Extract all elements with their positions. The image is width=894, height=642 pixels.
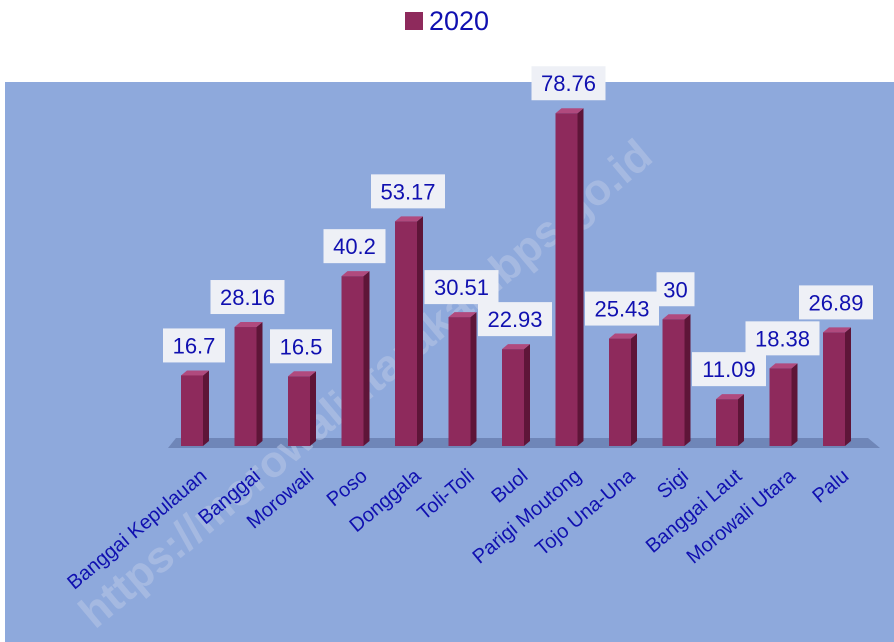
value-label-10: 11.09	[702, 357, 755, 382]
value-label-bg-2	[270, 329, 332, 364]
value-label-bg-6	[478, 302, 552, 337]
bar-10	[716, 394, 744, 446]
bar-3	[341, 271, 370, 446]
bar-6	[502, 344, 530, 446]
value-label-6: 22.93	[487, 307, 542, 332]
value-label-4: 53.17	[380, 179, 435, 204]
bar-9	[662, 314, 691, 446]
value-label-8: 25.43	[594, 297, 649, 322]
bar-0	[181, 370, 209, 446]
value-label-2: 16.5	[280, 334, 323, 359]
bar-2	[288, 371, 316, 446]
value-label-bg-1	[210, 280, 285, 315]
value-label-bg-5	[424, 270, 499, 305]
value-label-bg-9	[656, 272, 695, 307]
bar-8	[609, 333, 637, 446]
bar-11	[769, 363, 798, 446]
value-label-0: 16.7	[173, 333, 216, 358]
value-label-bg-12	[799, 285, 873, 320]
value-label-7: 78.76	[541, 71, 596, 96]
value-label-9: 30	[663, 277, 687, 302]
value-label-5: 30.51	[434, 275, 489, 300]
legend-label: 2020	[428, 5, 490, 36]
value-label-12: 26.89	[808, 290, 863, 315]
bar-1	[234, 322, 263, 446]
value-label-bg-4	[371, 174, 445, 209]
bar-12	[823, 327, 851, 446]
value-label-bg-3	[323, 229, 386, 264]
legend-swatch	[404, 12, 423, 30]
value-label-bg-0	[163, 328, 225, 363]
value-label-bg-10	[692, 352, 766, 387]
value-label-3: 40.2	[333, 234, 376, 259]
value-label-bg-11	[745, 321, 820, 356]
value-label-11: 18.38	[755, 326, 810, 351]
bar-4	[395, 216, 423, 446]
value-label-bg-8	[585, 291, 659, 326]
value-label-bg-7	[531, 66, 606, 101]
legend: 2020	[0, 4, 894, 38]
bar-7	[555, 108, 584, 446]
bar-5	[448, 312, 477, 446]
value-label-1: 28.16	[220, 285, 275, 310]
